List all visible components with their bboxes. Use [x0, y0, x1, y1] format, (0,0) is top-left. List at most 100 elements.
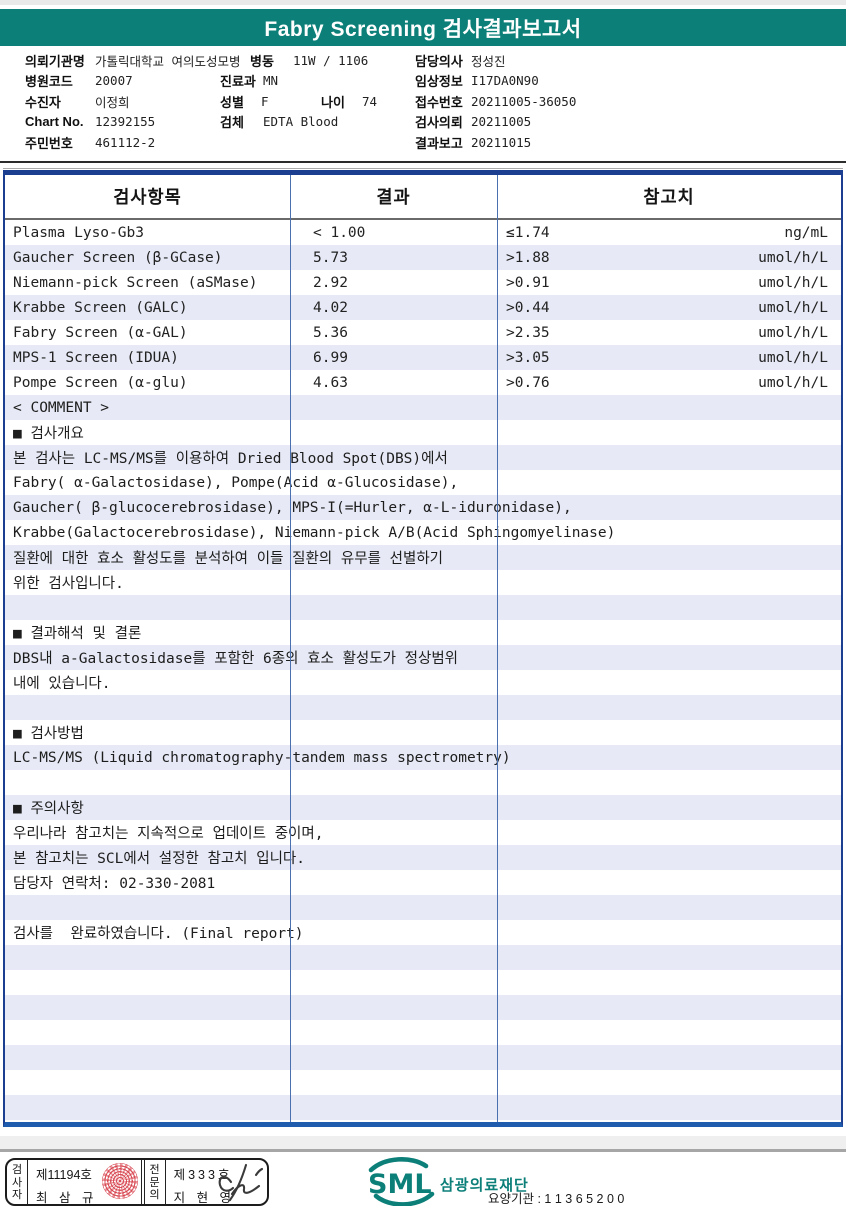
result-value: 2.92	[313, 274, 348, 291]
unit-value: umol/h/L	[758, 349, 828, 366]
info-row: 주민번호 461112-2	[25, 132, 285, 153]
unit-value: umol/h/L	[758, 274, 828, 291]
test-item-name: Krabbe Screen (GALC)	[13, 299, 188, 316]
comment-line	[5, 895, 841, 920]
info-label: 성별	[220, 94, 244, 110]
info-value: I17DA0N90	[471, 73, 539, 89]
comment-line	[5, 1020, 841, 1045]
info-label: 병원코드	[25, 74, 73, 90]
org-name: 삼광의료재단	[440, 1177, 529, 1194]
report-title-bar: Fabry Screening 검사결과보고서	[0, 9, 846, 46]
result-row: Fabry Screen (α-GAL) 5.36 >2.35 umol/h/L	[5, 320, 841, 345]
results-table: 검사항목 결과 참고치 Plasma Lyso-Gb3 < 1.00 ≤1.74 ng…	[3, 170, 843, 1127]
range-cell: >0.91 umol/h/L	[497, 275, 841, 291]
reference-range-value: >0.91	[506, 274, 550, 291]
info-value: 가톨릭대학교 여의도성모병	[95, 53, 241, 69]
result-row: Krabbe Screen (GALC) 4.02 >0.44 umol/h/L	[5, 295, 841, 320]
reference-range-value: >2.35	[506, 324, 550, 341]
comment-line	[5, 770, 841, 795]
info-row: 임상정보 I17DA0N90	[415, 71, 715, 92]
info-value: 74	[362, 93, 378, 109]
comment-line: 질환에 대한 효소 활성도를 분석하여 이들 질환의 유무를 선별하기	[5, 545, 841, 570]
comment-line	[5, 595, 841, 620]
double-divider	[140, 1160, 145, 1204]
test-item-name: Pompe Screen (α-glu)	[13, 374, 188, 391]
info-value: 20211005-36050	[471, 93, 577, 109]
examiner-cert-cell: 제11194호 최 삼 규	[28, 1160, 141, 1204]
header-reference-range: 참고치	[643, 187, 695, 207]
info-row: 검체 EDTA Blood	[220, 112, 420, 133]
column-separator-line	[290, 175, 291, 1122]
comment-line	[5, 1045, 841, 1070]
results-table-body: Plasma Lyso-Gb3 < 1.00 ≤1.74 ng/mL Gaucher S…	[5, 220, 841, 1120]
org-care-institution-number: 요양기관 : 1 1 3 6 5 2 0 0	[488, 1191, 625, 1206]
info-value: 461112-2	[95, 134, 156, 150]
result-row: Plasma Lyso-Gb3 < 1.00 ≤1.74 ng/mL	[5, 220, 841, 245]
comment-line: Gaucher( β-glucocerebrosidase), MPS-I(=H…	[5, 495, 841, 520]
info-label: 임상정보	[415, 74, 463, 90]
info-row: 병원코드 20007	[25, 71, 285, 92]
info-value: 이정희	[95, 94, 130, 110]
comment-line: LC-MS/MS (Liquid chromatography-tandem m…	[5, 745, 841, 770]
info-row: 수진자 이정희	[25, 91, 285, 112]
comment-line: 우리나라 참고치는 지속적으로 업데이트 중이며,	[13, 826, 324, 842]
info-row: 담당의사 정성진	[415, 50, 715, 71]
comment-line: 위한 검사입니다.	[13, 576, 124, 592]
info-value: 12392155	[95, 114, 156, 130]
examiner-cert-number: 제11194호	[36, 1168, 92, 1182]
report-title: Fabry Screening 검사결과보고서	[264, 17, 582, 41]
info-label: 검사의뢰	[415, 115, 463, 131]
reference-range-value: ≤1.74	[506, 224, 550, 241]
info-label: 접수번호	[415, 94, 463, 110]
header-result: 결과	[376, 187, 411, 207]
header-test-item: 검사항목	[113, 187, 182, 207]
comment-line: < COMMENT >	[5, 395, 841, 420]
info-label: 검체	[220, 115, 244, 131]
info-label: 수진자	[25, 94, 61, 110]
result-value: 5.73	[313, 249, 348, 266]
comment-line: 본 검사는 LC-MS/MS를 이용하여 Dried Blood Spot(DB…	[5, 445, 841, 470]
result-row: MPS-1 Screen (IDUA) 6.99 >3.05 umol/h/L	[5, 345, 841, 370]
result-value: 5.36	[313, 324, 348, 341]
info-label: 담당의사	[415, 53, 463, 69]
specialist-cert-cell: 제333호 지 현 영	[166, 1160, 267, 1204]
comment-line: DBS내 a-Galactosidase를 포함한 6종의 효소 활성도가 정상…	[5, 645, 841, 670]
info-row: 의뢰기관명 가톨릭대학교 여의도성모병	[25, 50, 285, 71]
test-item-name: Fabry Screen (α-GAL)	[13, 324, 188, 341]
range-cell: >2.35 umol/h/L	[497, 325, 841, 341]
result-value: 4.02	[313, 299, 348, 316]
reference-range-value: >3.05	[506, 349, 550, 366]
org-contact-block: 요양기관 : 1 1 3 6 5 2 0 0 서울특별시 서초구 양재동 9-6…	[488, 1157, 650, 1219]
info-value: EDTA Blood	[263, 114, 339, 130]
red-seal-stamp-icon	[101, 1163, 138, 1199]
range-cell: ≤1.74 ng/mL	[497, 225, 841, 241]
unit-value: umol/h/L	[758, 249, 828, 266]
comment-line	[5, 695, 841, 720]
result-value: 6.99	[313, 349, 348, 366]
comment-line: 담당자 연락처: 02-330-2081	[13, 876, 216, 892]
comment-line: ■ 주의사항	[5, 795, 841, 820]
comment-line	[5, 1095, 841, 1120]
column-separator-line	[497, 175, 498, 1122]
info-label: 주민번호	[25, 135, 73, 151]
info-label: 나이	[321, 94, 345, 110]
result-row: Niemann-pick Screen (aSMase) 2.92 >0.91 umo…	[5, 270, 841, 295]
result-value: 4.63	[313, 374, 348, 391]
info-section-divider	[0, 161, 846, 163]
reference-range-value: >1.88	[506, 249, 550, 266]
examiner-name: 최 삼 규	[36, 1191, 98, 1205]
unit-value: ng/mL	[784, 224, 828, 241]
reference-range-value: >0.76	[506, 374, 550, 391]
info-value: MN	[263, 73, 279, 89]
range-cell: >3.05 umol/h/L	[497, 350, 841, 366]
comment-line: Krabbe(Galactocerebrosidase), Niemann-pi…	[13, 524, 616, 541]
info-value: 20211005	[471, 114, 532, 130]
test-item-name: Gaucher Screen (β-GCase)	[13, 249, 223, 266]
info-row: 진료과 MN	[220, 71, 420, 92]
sml-logo-icon: SML	[366, 1156, 440, 1211]
unit-value: umol/h/L	[758, 374, 828, 391]
info-value: 20007	[95, 73, 133, 89]
footer-gray-band	[0, 1136, 846, 1149]
